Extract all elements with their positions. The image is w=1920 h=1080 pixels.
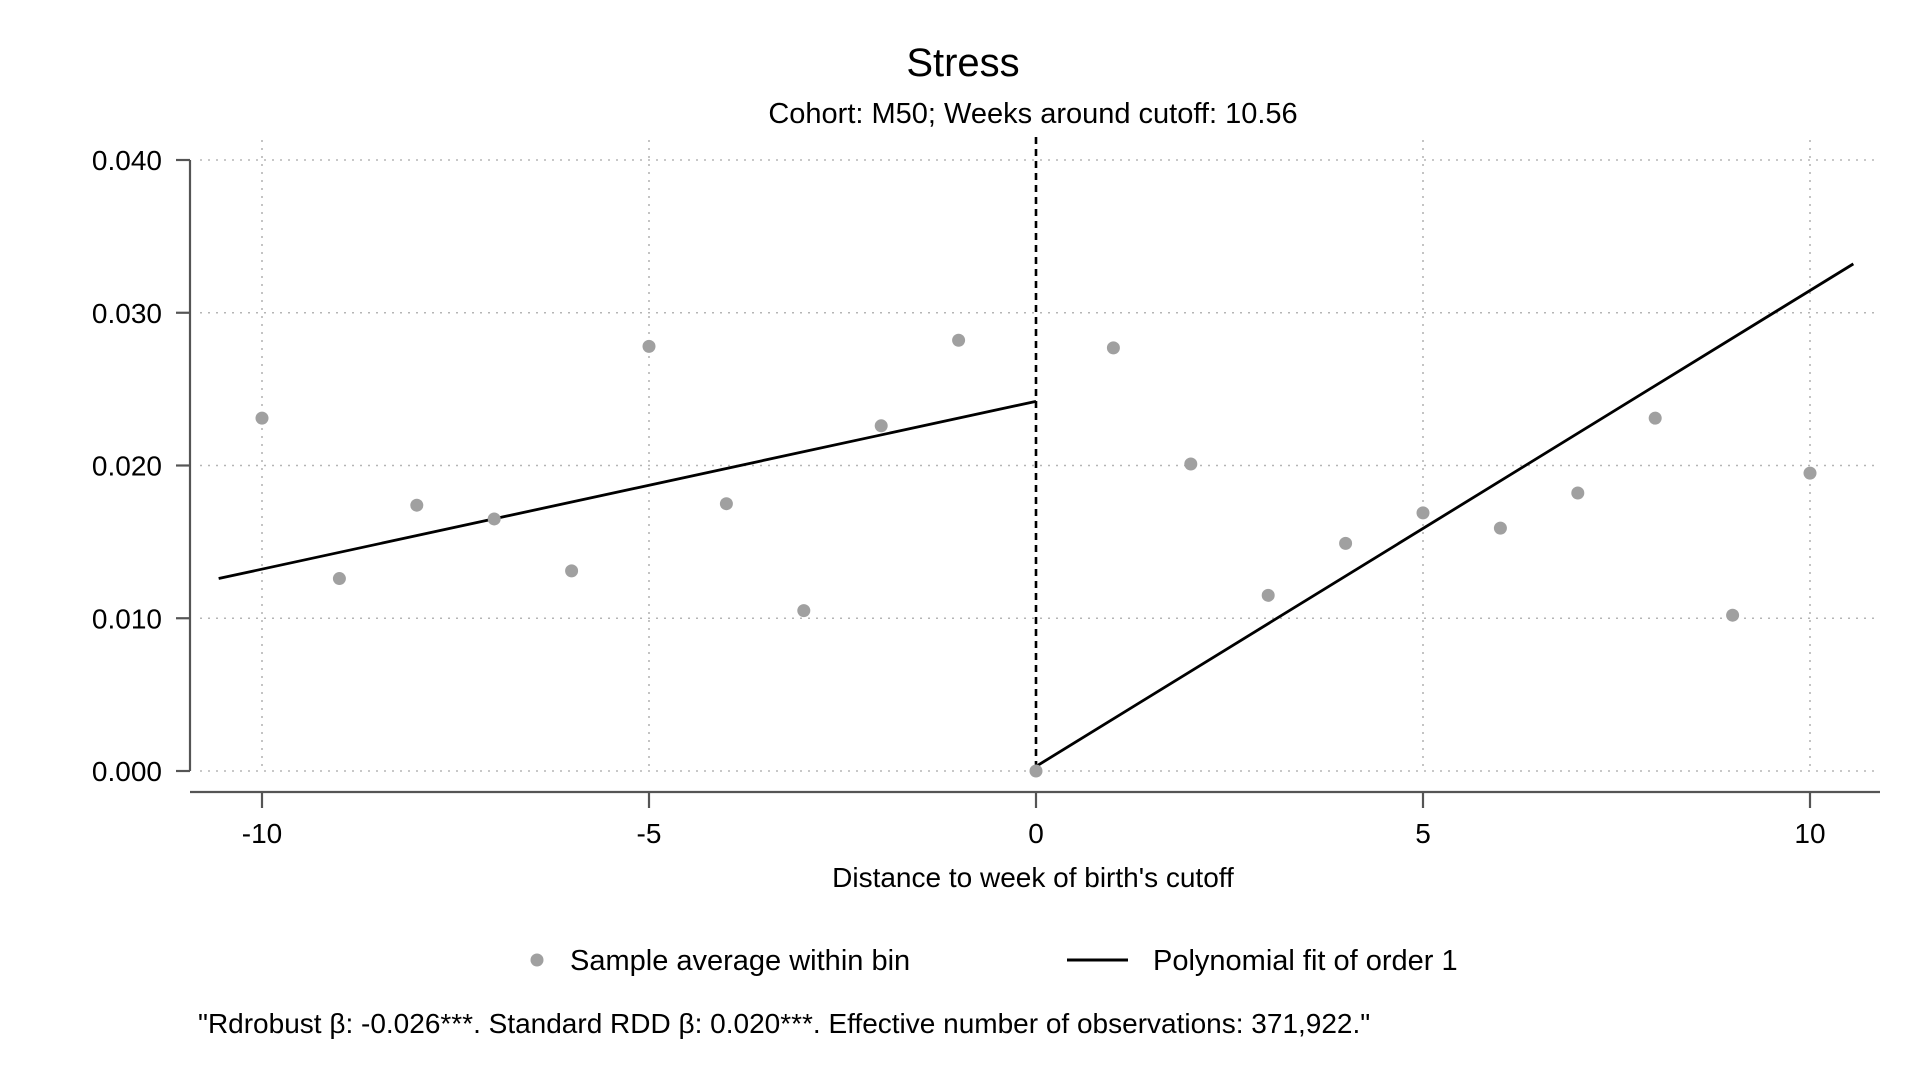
data-point bbox=[255, 411, 269, 425]
fit-lines bbox=[218, 262, 1855, 768]
data-point bbox=[797, 604, 811, 618]
chart-title: Stress bbox=[906, 41, 1019, 85]
data-point bbox=[1106, 341, 1120, 355]
data-point bbox=[487, 512, 501, 526]
y-tick-label: 0.030 bbox=[92, 298, 162, 329]
y-tick-label: 0.000 bbox=[92, 756, 162, 787]
data-point bbox=[874, 419, 888, 433]
x-tick-label: -5 bbox=[637, 818, 662, 849]
data-point bbox=[1648, 411, 1662, 425]
data-point bbox=[1184, 457, 1198, 471]
x-axis-label: Distance to week of birth's cutoff bbox=[832, 862, 1234, 893]
legend-label-fit: Polynomial fit of order 1 bbox=[1153, 945, 1458, 977]
data-point bbox=[1339, 536, 1353, 550]
data-point bbox=[952, 333, 966, 347]
data-point bbox=[719, 497, 733, 511]
data-point bbox=[565, 564, 579, 578]
chart-note: "Rdrobust β: -0.026***. Standard RDD β: … bbox=[198, 1008, 1370, 1039]
legend-marker-points bbox=[530, 953, 544, 967]
x-tick-label: 10 bbox=[1794, 818, 1825, 849]
y-tick-label: 0.020 bbox=[92, 451, 162, 482]
legend-label-points: Sample average within bin bbox=[570, 945, 910, 977]
axes: 0.000 0.010 0.020 0.030 0.040 -10 -5 0 5 10 bbox=[92, 145, 1880, 849]
legend: Sample average within bin Polynomial fit… bbox=[530, 945, 1458, 977]
data-point bbox=[1416, 506, 1430, 520]
x-tick-label: 0 bbox=[1028, 818, 1044, 849]
fit-line-segment bbox=[218, 399, 1037, 580]
data-point bbox=[1029, 764, 1043, 778]
data-point bbox=[1571, 486, 1585, 500]
grid-lines bbox=[200, 140, 1880, 772]
data-point bbox=[1803, 466, 1817, 480]
fit-line-segment bbox=[1035, 262, 1855, 768]
chart-subtitle: Cohort: M50; Weeks around cutoff: 10.56 bbox=[768, 98, 1297, 130]
data-point bbox=[1261, 588, 1275, 602]
y-tick-label: 0.040 bbox=[92, 145, 162, 176]
data-point bbox=[642, 339, 656, 353]
data-point bbox=[332, 572, 346, 586]
scatter-points bbox=[255, 333, 1817, 778]
y-tick-label: 0.010 bbox=[92, 603, 162, 634]
data-point bbox=[1493, 521, 1507, 535]
x-tick-label: -10 bbox=[242, 818, 282, 849]
data-point bbox=[410, 498, 424, 512]
x-tick-label: 5 bbox=[1415, 818, 1431, 849]
data-point bbox=[1726, 608, 1740, 622]
